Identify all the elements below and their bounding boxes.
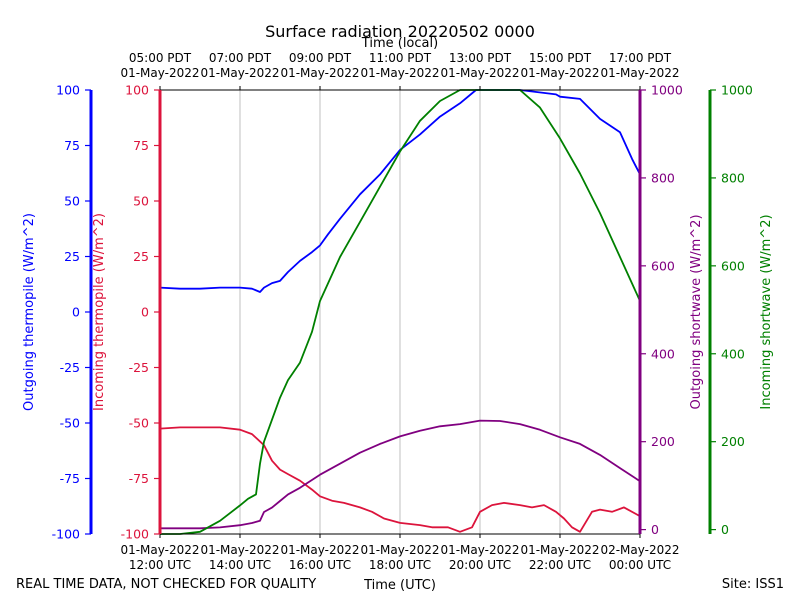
- bottom-tick-time: 20:00 UTC: [449, 558, 511, 572]
- axis-tick-label-out_thermo: 0: [72, 305, 80, 320]
- chart-title: Surface radiation 20220502 0000: [265, 22, 535, 41]
- axis-tick-label-in_sw: 0: [721, 522, 729, 537]
- series-incoming-thermopile: [159, 426, 641, 533]
- top-tick-date: 01-May-2022: [600, 66, 679, 80]
- top-tick-date: 01-May-2022: [360, 66, 439, 80]
- top-tick-time: 07:00 PDT: [209, 51, 272, 65]
- series-outgoing-shortwave: [160, 419, 641, 530]
- top-tick-date: 01-May-2022: [280, 66, 359, 80]
- axis-tick-label-in_sw: 400: [721, 346, 745, 361]
- top-tick-date: 01-May-2022: [520, 66, 599, 80]
- axis-tick-label-out_thermo: -100: [52, 527, 80, 542]
- top-axis-title: Time (local): [361, 36, 438, 51]
- axis-tick-label-in_thermo: 100: [125, 83, 149, 98]
- axis-title-out_thermo: Outgoing thermopile (W/m^2): [22, 213, 37, 411]
- bottom-tick-time: 14:00 UTC: [209, 558, 271, 572]
- top-tick-time: 15:00 PDT: [529, 51, 592, 65]
- axis-title-out_sw: Outgoing shortwave (W/m^2): [689, 214, 704, 409]
- axis-tick-label-in_thermo: 50: [133, 194, 149, 209]
- top-tick-time: 09:00 PDT: [289, 51, 352, 65]
- axis-tick-label-in_sw: 1000: [721, 83, 753, 98]
- axis-tick-label-in_sw: 200: [721, 434, 745, 449]
- series-lines: [159, 89, 641, 535]
- bottom-tick-time: 16:00 UTC: [289, 558, 351, 572]
- bottom-tick-date: 01-May-2022: [280, 543, 359, 557]
- axis-tick-label-out_sw: 0: [651, 522, 659, 537]
- axis-tick-label-out_thermo: 75: [64, 138, 80, 153]
- bottom-tick-date: 01-May-2022: [200, 543, 279, 557]
- axis-tick-label-in_thermo: 25: [133, 249, 149, 264]
- axis-tick-label-out_sw: 600: [651, 258, 675, 273]
- bottom-tick-date: 01-May-2022: [120, 543, 199, 557]
- bottom-axis-title: Time (UTC): [363, 578, 436, 593]
- axis-tick-label-out_thermo: -25: [60, 360, 80, 375]
- axis-title-in_thermo: Incoming thermopile (W/m^2): [92, 213, 107, 411]
- series-incoming-shortwave: [160, 89, 641, 535]
- axis-tick-label-out_sw: 200: [651, 434, 675, 449]
- top-tick-time: 11:00 PDT: [369, 51, 432, 65]
- axis-tick-label-out_sw: 800: [651, 170, 675, 185]
- bottom-tick-date: 01-May-2022: [520, 543, 599, 557]
- bottom-tick-date: 01-May-2022: [440, 543, 519, 557]
- axis-title-in_sw: Incoming shortwave (W/m^2): [759, 214, 774, 409]
- top-tick-date: 01-May-2022: [120, 66, 199, 80]
- series-outgoing-thermopile: [159, 89, 641, 293]
- bottom-tick-date: 01-May-2022: [360, 543, 439, 557]
- axis-tick-label-out_sw: 1000: [651, 83, 683, 98]
- axis-tick-label-in_thermo: -100: [121, 527, 149, 542]
- axis-tick-label-out_sw: 400: [651, 346, 675, 361]
- axis-tick-label-out_thermo: -75: [60, 471, 80, 486]
- bottom-tick-time: 12:00 UTC: [129, 558, 191, 572]
- bottom-tick-date: 02-May-2022: [600, 543, 679, 557]
- axis-tick-label-in_thermo: -75: [129, 471, 149, 486]
- axis-tick-label-in_thermo: -50: [129, 416, 149, 431]
- quality-disclaimer: REAL TIME DATA, NOT CHECKED FOR QUALITY: [16, 577, 316, 592]
- top-tick-time: 17:00 PDT: [609, 51, 672, 65]
- bottom-tick-time: 18:00 UTC: [369, 558, 431, 572]
- axis-tick-label-in_thermo: -25: [129, 360, 149, 375]
- axis-tick-label-in_thermo: 0: [141, 305, 149, 320]
- axis-tick-label-in_thermo: 75: [133, 138, 149, 153]
- top-tick-date: 01-May-2022: [440, 66, 519, 80]
- bottom-tick-time: 22:00 UTC: [529, 558, 591, 572]
- axis-tick-label-out_thermo: 100: [56, 83, 80, 98]
- bottom-tick-time: 00:00 UTC: [609, 558, 671, 572]
- axis-tick-label-out_thermo: 50: [64, 194, 80, 209]
- top-tick-time: 05:00 PDT: [129, 51, 192, 65]
- axis-tick-label-in_sw: 800: [721, 170, 745, 185]
- axis-tick-label-in_sw: 600: [721, 258, 745, 273]
- site-label: Site: ISS1: [722, 577, 784, 592]
- axis-tick-label-out_thermo: -50: [60, 416, 80, 431]
- axis-tick-label-out_thermo: 25: [64, 249, 80, 264]
- top-tick-date: 01-May-2022: [200, 66, 279, 80]
- top-tick-time: 13:00 PDT: [449, 51, 512, 65]
